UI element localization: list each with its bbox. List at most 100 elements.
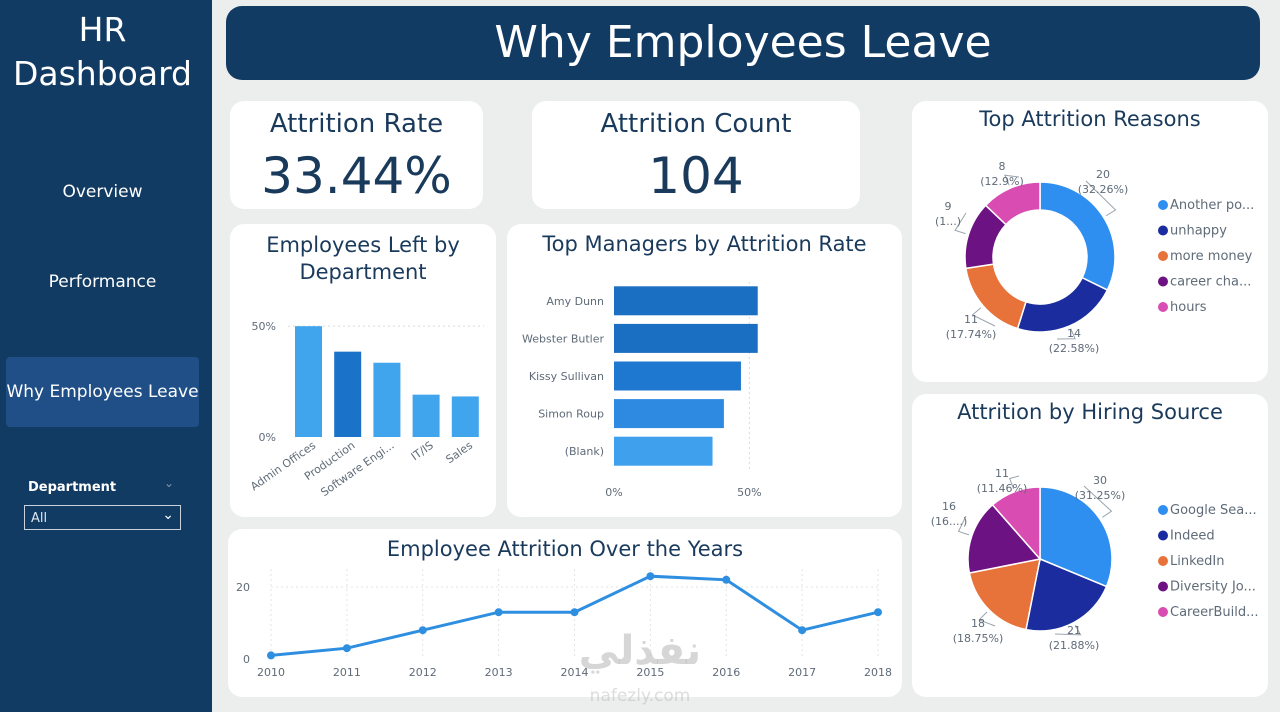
leader-line [1009,475,1020,489]
leader-line [971,307,996,327]
kpi-attrition-rate-card: Attrition Rate 33.44% [230,101,483,209]
x-tick-label: Software Engi... [318,439,396,499]
y-tick-label: Webster Butler [522,332,604,345]
dept-chart-title: Employees Left by Department [266,233,460,284]
app-title-line2: Dashboard [12,54,193,93]
app-title-line1: HR [78,10,127,49]
leader-line [1083,485,1113,518]
app-title: HR Dashboard [0,8,205,96]
leader-line [1056,328,1076,340]
legend-marker [1158,505,1168,515]
sources-chart-card: Attrition by Hiring Source 30 (31.25%) 21 (… [912,394,1268,697]
data-label-value: 30 [1093,474,1107,487]
bar [334,351,362,437]
pie-slice [968,558,1041,631]
legend-label: hours [1170,300,1207,315]
watermark-url: nafezly.com [589,686,691,706]
bar [295,326,322,437]
y-tick-label: 20 [236,581,250,594]
data-label-percent: (12.9%) [980,175,1024,188]
sidebar: HR Dashboard Overview Performance Why Em… [0,0,212,712]
legend-marker [1158,276,1168,287]
pie-slice [1039,486,1113,588]
leader-line [1085,180,1117,217]
legend-marker [1158,607,1168,617]
legend-label: CareerBuild... [1170,605,1258,620]
data-point [570,608,579,617]
x-tick-label: 2014 [561,666,589,679]
legend-label: more money [1170,249,1253,264]
bar [373,362,401,437]
x-tick-label: 2010 [257,666,285,679]
managers-bar-chart: Amy Dunn Webster Butler Kissy Sullivan Simo… [522,282,762,499]
sources-pie-chart: 30 (31.25%) 21 (21.88%) 18 (18.75%) 16 (16....)… [931,467,1259,652]
bar [451,396,479,437]
data-label-percent: (17.74%) [946,328,997,341]
managers-chart-title: Top Managers by Attrition Rate [542,232,867,256]
bar [614,436,713,466]
data-label-percent: (22.58%) [1049,342,1100,355]
kpi-attrition-count-value: 104 [648,147,744,205]
legend-marker [1158,225,1168,236]
nav-overview[interactable]: Overview [62,182,143,202]
data-label-value: 20 [1096,168,1110,181]
data-point [798,626,807,635]
department-dropdown[interactable]: All ⌄ [24,505,181,530]
x-tick-label: 2016 [712,666,740,679]
leader-line [957,515,970,536]
pie-slice [967,503,1042,574]
sources-chart-title: Attrition by Hiring Source [957,400,1223,424]
years-chart-card: Employee Attrition Over the Years 20 0 201… [228,529,902,697]
data-label-percent: (21.88%) [1049,639,1100,652]
data-label-percent: (11.46%) [977,482,1028,495]
legend-label: career cha... [1170,275,1251,290]
page-banner: Why Employees Leave [226,6,1260,80]
y-tick-label: 50% [252,320,276,333]
data-label-value: 9 [945,200,952,213]
x-tick-label: 0% [605,486,622,499]
nav-why-employees-leave[interactable]: Why Employees Leave [6,357,199,427]
kpi-attrition-count-label: Attrition Count [600,109,792,139]
chevron-down-icon: ⌄ [162,507,174,523]
leader-line [954,212,967,235]
y-tick-label: Amy Dunn [546,295,604,308]
slicer-collapse-icon[interactable]: ⌄ [164,476,175,490]
x-tick-label: 50% [737,486,761,499]
pie-slice [1016,276,1109,333]
watermark-logo: نفذلي [578,628,702,674]
legend-marker [1158,200,1168,210]
legend-marker [1158,302,1168,312]
years-line-chart: 20 0 2010 2011 2012 2013 2014 2015 2016 2017 2018 [236,569,892,679]
data-label-value: 8 [999,160,1006,173]
legend-label: LinkedIn [1170,554,1224,569]
data-label-percent: (16....) [931,515,968,528]
legend-marker [1158,581,1168,592]
pie-slice [1025,557,1108,632]
data-point [874,608,882,617]
dept-chart-card: Employees Left by Department 50% 0% Admin … [230,224,496,517]
legend-marker [1158,530,1168,541]
leader-line [978,611,996,627]
kpi-attrition-count-card: Attrition Count 104 [532,101,860,209]
data-label-percent: (31.25%) [1075,489,1126,502]
x-tick-label: 2015 [636,666,664,679]
department-slicer-label: Department [28,480,117,495]
legend-marker [1158,556,1168,566]
data-label-percent: (1...) [935,215,961,228]
legend-label: unhappy [1170,224,1227,239]
reasons-chart-card: Top Attrition Reasons 20 (32.26%) 14 (22.58… [912,101,1268,382]
bar [614,286,758,316]
x-tick-label: IT/IS [409,439,436,463]
leader-line [1004,174,1020,186]
leader-line [1054,624,1082,636]
bar [614,399,724,429]
kpi-attrition-rate-value: 33.44% [261,147,452,205]
nav-performance[interactable]: Performance [48,272,157,292]
data-point [418,626,427,635]
x-tick-label: 2013 [485,666,513,679]
data-label-value: 18 [971,617,985,630]
data-point [494,608,503,617]
x-tick-label: 2018 [864,666,892,679]
data-label-value: 11 [995,467,1009,480]
